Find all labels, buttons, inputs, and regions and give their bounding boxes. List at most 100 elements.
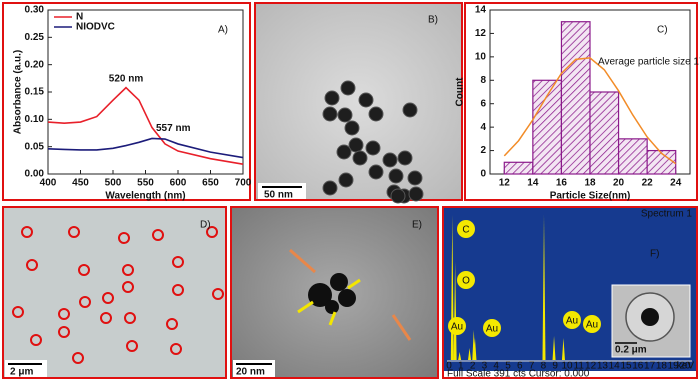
panel-label: F) <box>650 249 659 260</box>
particle <box>336 144 352 160</box>
x-tick-label: 650 <box>202 178 219 189</box>
f-tick-label: 1 <box>458 361 464 372</box>
y-tick-label: 0.20 <box>25 59 45 70</box>
fit-curve <box>503 57 677 165</box>
panel-frame <box>2 2 251 201</box>
f-tick-label: 16 <box>632 361 644 372</box>
particle <box>337 107 353 123</box>
y-tick-label: 0.10 <box>25 114 45 125</box>
y-tick-label: 8 <box>480 75 486 86</box>
f-tick-label: 12 <box>585 361 597 372</box>
arrow <box>328 311 337 326</box>
particle <box>382 152 398 168</box>
element-badge <box>483 319 501 337</box>
spectrum-peak <box>458 352 462 360</box>
particle <box>407 170 423 186</box>
bar <box>646 149 677 175</box>
y-tick-label: 2 <box>480 145 486 156</box>
spectrum-peak <box>552 336 556 360</box>
particle <box>368 164 384 180</box>
f-tick-label: 3 <box>482 361 488 372</box>
marker-circle <box>72 352 84 364</box>
element-badge <box>583 315 601 333</box>
f-tick-label: 5 <box>505 361 511 372</box>
element-label: Au <box>451 322 463 333</box>
f-tick-label: 4 <box>493 361 499 372</box>
f-tick-label: 0 <box>446 361 452 372</box>
bar <box>560 21 591 175</box>
y-tick-label: 0.15 <box>25 87 45 98</box>
spectrum-peak <box>468 348 472 360</box>
particle <box>408 186 424 202</box>
particle <box>322 106 338 122</box>
x-tick-label: 500 <box>105 178 122 189</box>
f-tick-label: 2 <box>470 361 476 372</box>
x-axis-title: Particle Size(nm) <box>550 191 631 202</box>
marker-circle <box>21 226 33 238</box>
panel-frame <box>230 206 439 379</box>
y-tick-label: 6 <box>480 98 486 109</box>
spectrum-peak <box>561 338 565 360</box>
spectrum-peak <box>473 338 477 360</box>
particle <box>397 150 413 166</box>
panel-label: A) <box>218 25 228 36</box>
legend-label: NIODVC <box>76 22 115 33</box>
annotation: 520 nm <box>109 73 144 84</box>
scale-label: 0.2 μm <box>615 345 647 356</box>
y-tick-label: 0.30 <box>25 5 45 16</box>
f-tick-label: 6 <box>517 361 523 372</box>
element-label: Au <box>586 320 598 331</box>
element-badge <box>563 311 581 329</box>
series-line <box>47 137 244 159</box>
marker-circle <box>170 343 182 355</box>
marker-circle <box>212 288 224 300</box>
scale-label: 20 nm <box>236 367 265 378</box>
particle <box>324 90 340 106</box>
annotation: Average particle size 17nm <box>598 57 700 68</box>
marker-circle <box>79 296 91 308</box>
arrow <box>297 300 314 314</box>
f-tick-label: 13 <box>597 361 609 372</box>
bar <box>589 91 620 175</box>
particle <box>365 140 381 156</box>
element-badge <box>457 220 475 238</box>
x-tick-label: 14 <box>527 178 539 189</box>
scale-label: 50 nm <box>264 190 293 201</box>
f-tick-label: 14 <box>609 361 621 372</box>
panel-label: C) <box>657 25 668 36</box>
marker-circle <box>122 264 134 276</box>
marker-circle <box>172 256 184 268</box>
x-tick-label: 16 <box>556 178 568 189</box>
x-tick-label: 12 <box>499 178 511 189</box>
particle <box>390 188 406 204</box>
f-tick-label: 17 <box>644 361 656 372</box>
marker-circle <box>12 306 24 318</box>
marker-circle <box>30 334 42 346</box>
marker-circle <box>68 226 80 238</box>
particle <box>322 180 338 196</box>
particle <box>325 300 339 314</box>
particle <box>388 168 404 184</box>
spectrum-peak <box>453 262 457 360</box>
particle <box>368 106 384 122</box>
x-axis-title: Wavelength (nm) <box>105 191 185 202</box>
marker-circle <box>58 308 70 320</box>
marker-circle <box>118 232 130 244</box>
marker-circle <box>124 312 136 324</box>
marker-circle <box>58 326 70 338</box>
scale-label: 2 μm <box>10 367 33 378</box>
element-label: Au <box>566 316 578 327</box>
y-tick-label: 0.00 <box>25 169 45 180</box>
spectrum-title: Spectrum 1 <box>641 209 693 220</box>
f-tick-label: 7 <box>529 361 535 372</box>
footer: Full Scale 391 cts Cursor: 0.000 <box>447 369 590 380</box>
x-tick-label: 600 <box>170 178 187 189</box>
y-tick-label: 14 <box>475 5 487 16</box>
y-tick-label: 4 <box>480 122 486 133</box>
particle <box>338 172 354 188</box>
marker-circle <box>206 226 218 238</box>
x-tick-label: 550 <box>137 178 154 189</box>
element-badge <box>448 317 466 335</box>
marker-circle <box>152 229 164 241</box>
particle <box>358 92 374 108</box>
